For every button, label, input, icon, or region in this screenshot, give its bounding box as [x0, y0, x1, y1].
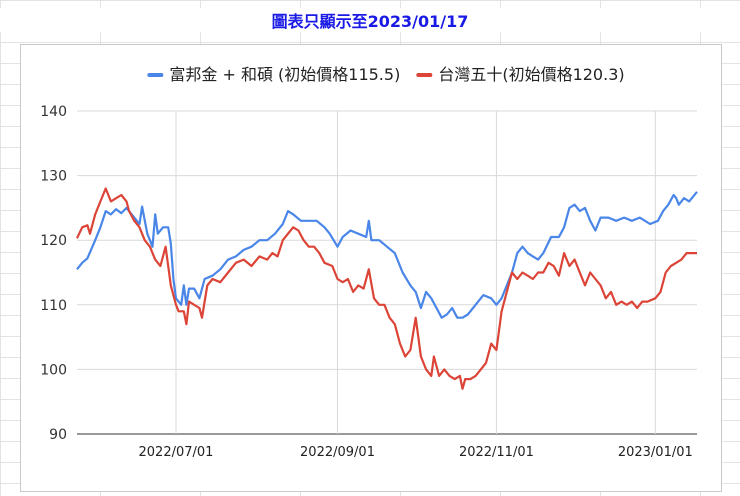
y-tick-label: 140: [40, 104, 67, 120]
legend-label-1: 富邦金 + 和碩 (初始價格115.5): [169, 65, 400, 84]
x-tick-label: 2022/07/01: [139, 445, 214, 460]
y-tick-label: 90: [49, 427, 67, 443]
y-tick-label: 110: [40, 298, 67, 314]
series-layer: [76, 187, 698, 390]
y-tick-label: 100: [40, 362, 67, 378]
legend-label-2: 台灣五十(初始價格120.3): [438, 65, 624, 84]
series-line-2[interactable]: [76, 187, 697, 390]
series-line-1[interactable]: [76, 191, 698, 319]
y-tick-label: 120: [40, 233, 67, 249]
x-tick-label: 2022/11/01: [459, 445, 534, 460]
page-title: 圖表只顯示至2023/01/17: [0, 8, 740, 32]
legend: 富邦金 + 和碩 (初始價格115.5) 台灣五十(初始價格120.3): [147, 65, 625, 84]
x-tick-label: 2022/09/01: [300, 445, 375, 460]
y-tick-label: 130: [40, 169, 67, 185]
x-tick-label: 2023/01/01: [618, 445, 693, 460]
chart-card[interactable]: [20, 44, 722, 492]
